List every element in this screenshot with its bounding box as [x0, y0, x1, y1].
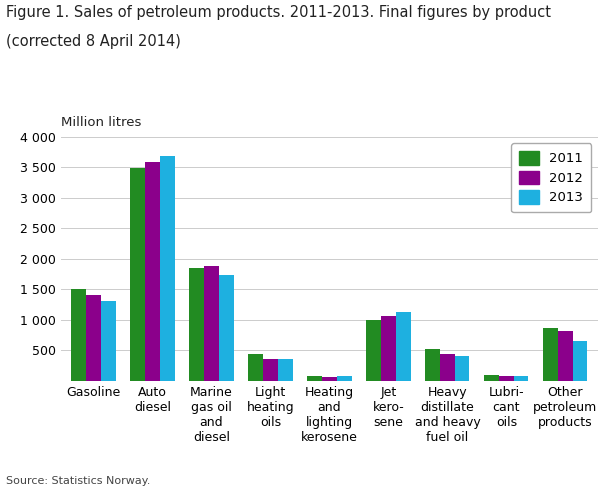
Text: (corrected 8 April 2014): (corrected 8 April 2014) [6, 34, 181, 49]
Bar [204, 266, 219, 381]
Bar [307, 376, 322, 381]
Bar [71, 289, 86, 381]
Bar [219, 275, 234, 381]
Bar [544, 328, 558, 381]
Bar [248, 354, 263, 381]
Bar [278, 359, 293, 381]
Bar [558, 331, 573, 381]
Bar [499, 376, 514, 381]
Bar [381, 316, 396, 381]
Bar [263, 359, 278, 381]
Legend: 2011, 2012, 2013: 2011, 2012, 2013 [511, 143, 591, 212]
Bar [337, 376, 351, 381]
Bar [484, 375, 499, 381]
Text: Figure 1. Sales of petroleum products. 2011-2013. Final figures by product: Figure 1. Sales of petroleum products. 2… [6, 5, 551, 20]
Bar [322, 377, 337, 381]
Bar [101, 301, 115, 381]
Bar [86, 295, 101, 381]
Bar [366, 320, 381, 381]
Bar [573, 341, 587, 381]
Bar [396, 312, 411, 381]
Text: Million litres: Million litres [61, 116, 142, 129]
Bar [425, 349, 440, 381]
Bar [145, 162, 160, 381]
Bar [454, 356, 470, 381]
Bar [514, 376, 528, 381]
Bar [131, 168, 145, 381]
Bar [160, 156, 174, 381]
Text: Source: Statistics Norway.: Source: Statistics Norway. [6, 476, 151, 486]
Bar [440, 354, 454, 381]
Bar [189, 268, 204, 381]
